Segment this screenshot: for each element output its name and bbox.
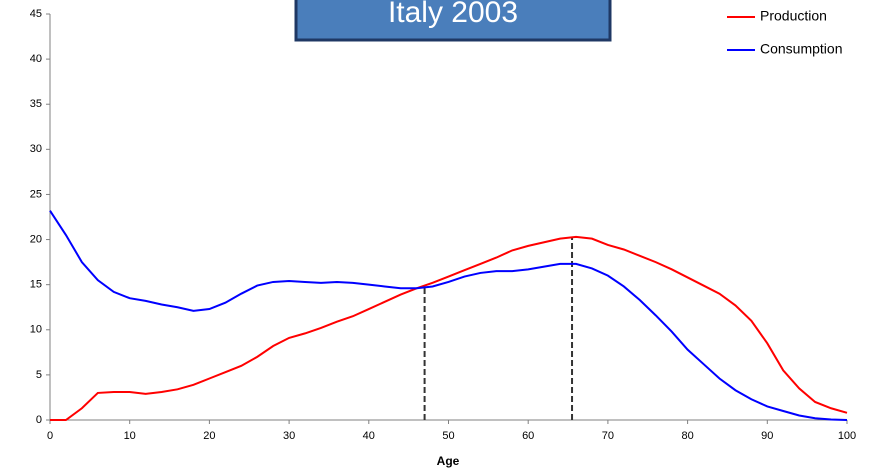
y-tick-label: 30 — [30, 143, 42, 155]
x-tick-label: 70 — [602, 430, 614, 442]
x-axis-title: Age — [437, 454, 460, 468]
x-tick-label: 100 — [838, 430, 856, 442]
x-tick-label: 30 — [283, 430, 295, 442]
y-tick-label: 25 — [30, 188, 42, 200]
title-box — [294, 0, 612, 42]
y-tick-label: 15 — [30, 279, 42, 291]
chart-title: Italy 2003 — [388, 0, 518, 29]
x-tick-label: 90 — [761, 430, 773, 442]
y-tick-label: 35 — [30, 98, 42, 110]
x-tick-label: 50 — [442, 430, 454, 442]
legend-label: Production — [760, 8, 827, 24]
y-tick-label: 0 — [36, 414, 42, 426]
x-tick-label: 60 — [522, 430, 534, 442]
x-tick-label: 40 — [363, 430, 375, 442]
y-tick-label: 40 — [30, 53, 42, 65]
x-tick-label: 20 — [203, 430, 215, 442]
y-tick-label: 20 — [30, 233, 42, 245]
x-tick-label: 10 — [124, 430, 136, 442]
y-tick-label: 10 — [30, 324, 42, 336]
x-tick-label: 0 — [47, 430, 53, 442]
legend-label: Consumption — [760, 41, 843, 57]
series-line — [49, 210, 848, 421]
series-line — [50, 235, 848, 421]
y-tick-label: 45 — [30, 8, 42, 20]
y-tick-label: 5 — [36, 369, 42, 381]
x-tick-label: 80 — [681, 430, 693, 442]
